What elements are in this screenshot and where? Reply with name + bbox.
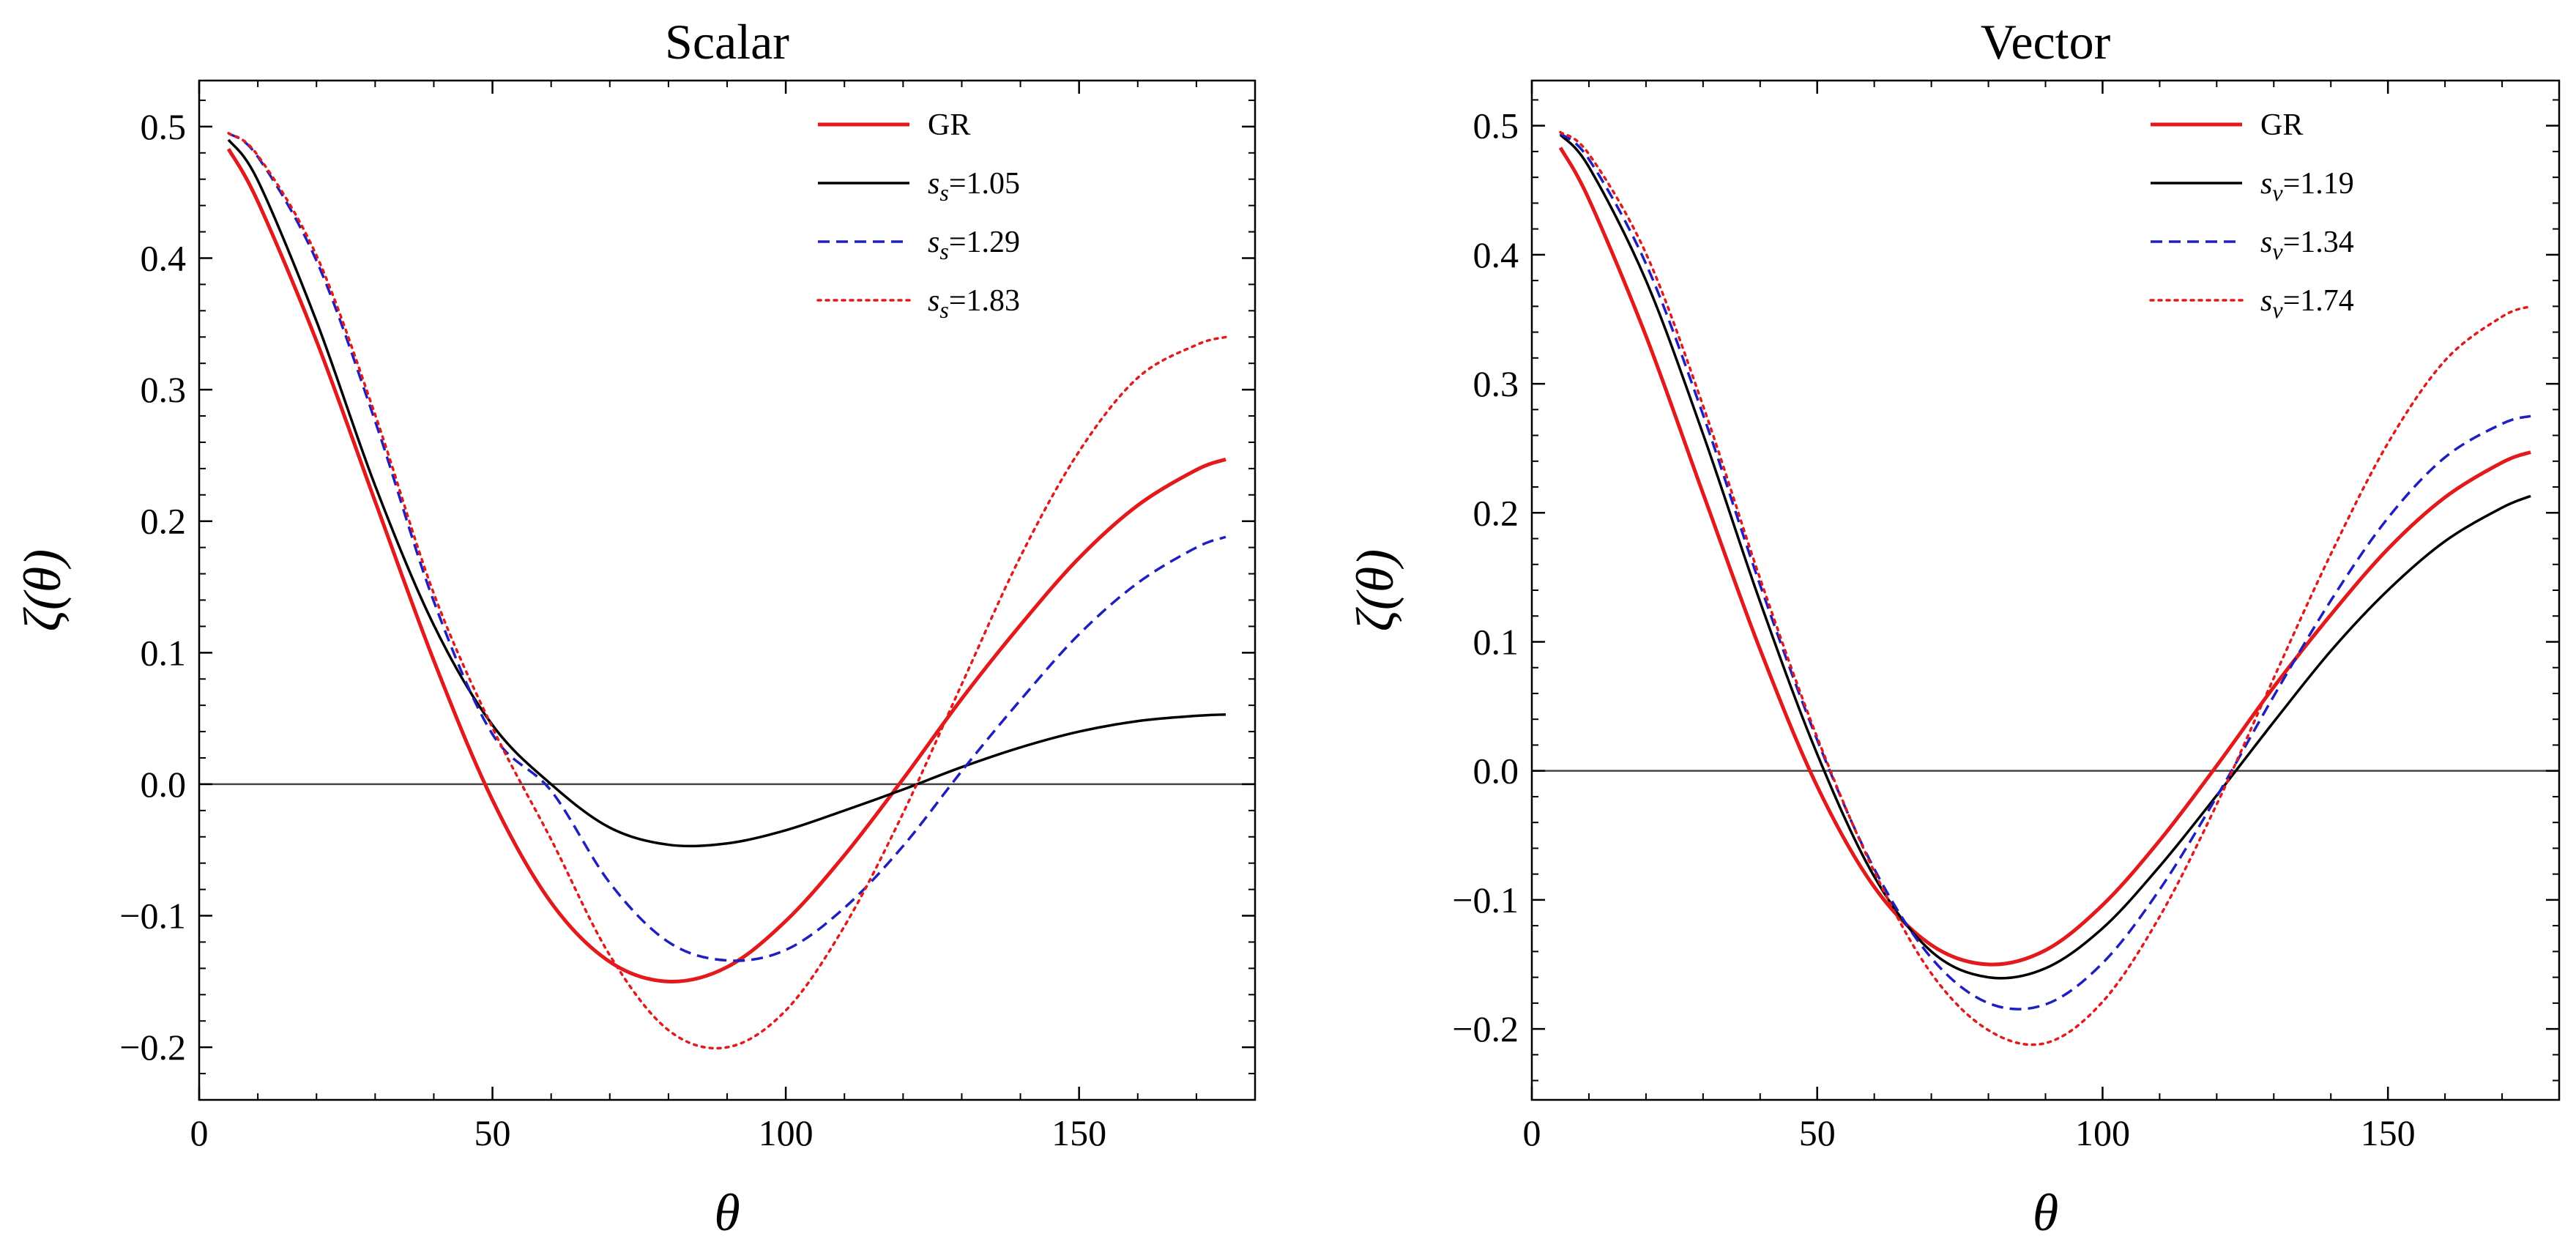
scalar-y-tick-label: 0.3 [141, 369, 187, 410]
vector-panel: 0 50 100 150 −0.2 −0.1 0.0 0.1 0.2 0.3 0.4 0.5 Vecto… [1346, 14, 2561, 1242]
legend-label-value: =1.19 [2283, 167, 2354, 201]
legend-label-value: =1.74 [2283, 284, 2354, 318]
vector-series-s-v-1-34-line [1559, 132, 2531, 1011]
scalar-legend-entry-s-s-1-29: ss=1.29 [928, 226, 1020, 264]
legend-label-value: =1.05 [949, 167, 1020, 201]
vector-title: Vector [1981, 14, 2111, 70]
scalar-title: Scalar [665, 14, 789, 70]
legend-label-value: =1.83 [949, 284, 1020, 318]
scalar-y-tick-label: 0.4 [141, 237, 187, 278]
scalar-x-tick-label: 0 [190, 1112, 209, 1153]
scalar-series-s-s-1-29-line [227, 132, 1226, 962]
scalar-y-tick-label: 0.0 [141, 764, 187, 805]
scalar-y-tick-label: 0.5 [141, 106, 187, 147]
scalar-legend-entry-s-s-1-83: ss=1.83 [928, 284, 1020, 323]
scalar-x-axis-label: θ [714, 1183, 740, 1242]
vector-y-tick-label: 0.2 [1473, 492, 1519, 533]
scalar-y-axis-label: ζ(θ) [13, 549, 72, 631]
vector-x-tick-label: 0 [1523, 1112, 1541, 1153]
legend-label-symbol: s [2260, 226, 2272, 259]
legend-label-symbol: s [2260, 284, 2272, 318]
vector-x-tick-label: 50 [1799, 1112, 1836, 1153]
vector-series-s-v-1-19-line [1559, 133, 2531, 980]
vector-x-axis-label: θ [2033, 1183, 2058, 1242]
vector-y-axis-label: ζ(θ) [1346, 549, 1404, 631]
legend-label-subscript: s [939, 238, 948, 264]
vector-y-tick-label: −0.2 [1452, 1008, 1519, 1049]
scalar-x-tick-label: 50 [474, 1112, 511, 1153]
legend-label-symbol: s [2260, 167, 2272, 201]
scalar-series-s-s-1-05-line [227, 138, 1226, 848]
legend-label-text: GR [928, 108, 970, 142]
vector-legend-entry-s-v-1-19: sv=1.19 [2260, 167, 2354, 206]
legend-label-subscript: v [2272, 297, 2283, 323]
vector-y-tick-label: −0.1 [1452, 879, 1519, 920]
vector-legend-entry-gr: GR [2260, 108, 2303, 142]
legend-label-text: GR [2260, 108, 2303, 142]
legend-label-value: =1.29 [949, 226, 1020, 259]
vector-x-tick-label: 100 [2075, 1112, 2130, 1153]
vector-x-tick-label: 150 [2361, 1112, 2416, 1153]
scalar-legend-entry-s-s-1-05: ss=1.05 [928, 167, 1020, 206]
vector-y-tick-label: 0.5 [1473, 105, 1519, 146]
legend-label-symbol: s [928, 284, 939, 318]
scalar-x-tick-label: 150 [1051, 1112, 1106, 1153]
legend-label-value: =1.34 [2283, 226, 2354, 259]
legend-label-subscript: s [939, 179, 948, 206]
vector-legend-entry-s-v-1-74: sv=1.74 [2260, 284, 2354, 323]
vector-y-tick-label: 0.4 [1473, 234, 1519, 275]
vector-legend-entry-s-v-1-34: sv=1.34 [2260, 226, 2354, 264]
scalar-y-tick-label: −0.1 [119, 896, 186, 937]
vector-series-s-v-1-74-line [1559, 130, 2532, 1046]
scalar-series-s-s-1-83-line [227, 132, 1227, 1050]
scalar-y-tick-label: 0.2 [141, 501, 187, 542]
legend-label-subscript: s [939, 297, 948, 323]
legend-label-symbol: s [928, 167, 939, 201]
legend-label-symbol: s [928, 226, 939, 259]
scalar-legend-entry-gr: GR [928, 108, 970, 142]
legend-label-subscript: v [2272, 238, 2283, 264]
vector-y-tick-label: 0.0 [1473, 751, 1519, 792]
legend-label-subscript: v [2272, 179, 2283, 206]
vector-y-tick-label: 0.3 [1473, 363, 1519, 404]
vector-y-tick-label: 0.1 [1473, 621, 1519, 662]
vector-series-gr-line [1558, 146, 2531, 967]
scalar-y-tick-label: 0.1 [141, 632, 187, 673]
scalar-x-tick-label: 100 [759, 1112, 814, 1153]
scalar-y-tick-label: −0.2 [119, 1027, 186, 1068]
scalar-panel: 0 50 100 150 −0.2 −0.1 0.0 0.1 0.2 0.3 0.4 0.5 Scala… [13, 14, 1257, 1242]
scalar-series-gr-line [226, 148, 1226, 983]
